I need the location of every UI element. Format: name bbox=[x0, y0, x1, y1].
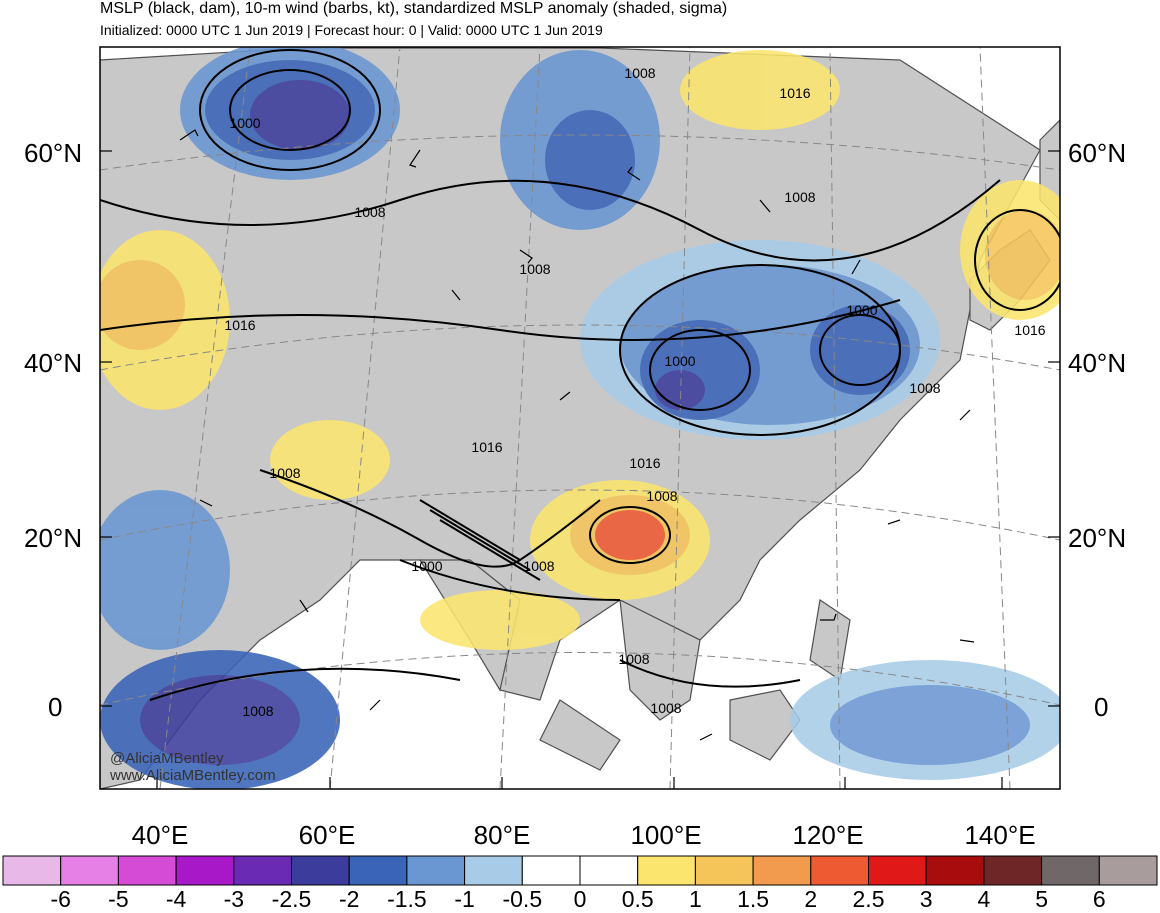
lat-label-left: 40°N bbox=[24, 348, 83, 378]
isobar-label: 1016 bbox=[471, 439, 502, 455]
southeast-asia-land bbox=[619, 598, 701, 721]
isobar-label: 1008 bbox=[909, 380, 940, 396]
isobar-label: 1008 bbox=[618, 651, 649, 667]
colorbar-tick-label: 0.5 bbox=[621, 886, 654, 912]
lat-label-right: 60°N bbox=[1068, 138, 1127, 168]
colorbar-swatch bbox=[406, 855, 466, 886]
credit-handle: @AliciaMBentley bbox=[110, 750, 224, 767]
wind-barbs bbox=[179, 129, 975, 741]
colorbar-tick-label: -1.5 bbox=[387, 886, 427, 912]
isobar-label: 1008 bbox=[784, 189, 815, 205]
isobar-label: 1016 bbox=[779, 85, 810, 101]
isobar-label: 1008 bbox=[269, 465, 300, 481]
lon-label: 80°E bbox=[473, 820, 531, 850]
colorbar-tick-label: -2.5 bbox=[271, 886, 312, 912]
colorbar-swatch bbox=[233, 855, 293, 886]
lat-label-right: 40°N bbox=[1068, 348, 1127, 378]
colorbar-tick-label: 6 bbox=[1092, 886, 1106, 912]
colorbar-tick-label: -1 bbox=[454, 886, 475, 912]
colorbar-tick-label: 4 bbox=[977, 886, 991, 912]
anomaly-neg-arabia bbox=[100, 490, 230, 650]
colorbar-swatch bbox=[117, 855, 177, 886]
lon-label: 40°E bbox=[131, 820, 189, 850]
isobar-label: 1008 bbox=[624, 65, 655, 81]
colorbar-swatch bbox=[752, 855, 812, 886]
isobar-labels: 1008 1016 1000 1008 1008 1016 1008 1000 1000 1008… bbox=[224, 65, 1045, 719]
colorbar-swatch bbox=[60, 855, 119, 886]
colorbar-tick-label: 3 bbox=[919, 886, 933, 912]
colorbar-swatch bbox=[637, 855, 696, 886]
colorbar-swatch bbox=[1098, 855, 1158, 886]
isobars bbox=[100, 49, 1060, 701]
lat-label-left: 0 bbox=[48, 692, 63, 722]
isobar-label: 1000 bbox=[664, 353, 695, 369]
tick-marks bbox=[100, 150, 1060, 789]
colorbar-tick-label: -2 bbox=[338, 886, 360, 912]
isobar-label: 1008 bbox=[650, 700, 681, 716]
colorbar-tick-label: -4 bbox=[165, 886, 187, 912]
colorbar-swatch bbox=[2, 855, 62, 886]
graticule bbox=[100, 47, 1060, 789]
colorbar-tick-label: -6 bbox=[50, 886, 71, 912]
colorbar-tick-label: -5 bbox=[108, 886, 129, 912]
isobar-label: 1008 bbox=[646, 488, 677, 504]
lat-label-right: 0 bbox=[1094, 692, 1109, 722]
lon-label: 60°E bbox=[298, 820, 356, 850]
isobar-label: 1008 bbox=[519, 261, 550, 277]
lat-label-left: 60°N bbox=[24, 138, 83, 168]
lon-label: 120°E bbox=[792, 820, 864, 850]
isobar-label: 1008 bbox=[354, 204, 385, 220]
colorbar-swatch bbox=[291, 855, 350, 886]
map-frame bbox=[99, 46, 1061, 790]
anomaly-shading bbox=[100, 47, 1060, 789]
colorbar-swatch bbox=[810, 855, 869, 886]
colorbar-swatch bbox=[521, 855, 581, 886]
colorbar-tick-label: -3 bbox=[223, 886, 245, 912]
anomaly-pos-india bbox=[420, 590, 580, 650]
lat-label-right: 20°N bbox=[1068, 523, 1127, 553]
isobar-label: 1016 bbox=[629, 455, 660, 471]
colorbar-swatch bbox=[868, 855, 927, 886]
isobar-label: 1016 bbox=[224, 317, 255, 333]
sumatra-land bbox=[539, 699, 621, 771]
colorbar-swatch bbox=[175, 855, 235, 886]
isobar-label: 1000 bbox=[846, 302, 877, 318]
colorbar-swatch bbox=[694, 855, 754, 886]
colorbar bbox=[2, 855, 1158, 886]
isobar-label: 1008 bbox=[242, 703, 273, 719]
isobar-label: 1000 bbox=[229, 115, 260, 131]
colorbar-swatch bbox=[579, 855, 639, 886]
isobar-label: 1016 bbox=[1014, 322, 1045, 338]
map-plot-area bbox=[100, 47, 1060, 789]
chart-subtitle: Initialized: 0000 UTC 1 Jun 2019 | Forec… bbox=[100, 22, 603, 38]
colorbar-swatch bbox=[348, 855, 408, 886]
isobar-label: 1008 bbox=[523, 558, 554, 574]
colorbar-swatch bbox=[1041, 855, 1100, 886]
colorbar-tick-label: 0 bbox=[573, 886, 587, 912]
colorbar-tick-label: 1 bbox=[688, 886, 702, 912]
lat-label-left: 20°N bbox=[24, 523, 83, 553]
credit-url: www.AliciaMBentley.com bbox=[110, 767, 276, 784]
colorbar-tick-label: 1.5 bbox=[737, 886, 770, 912]
lon-label: 140°E bbox=[964, 820, 1036, 850]
colorbar-tick-label: 2 bbox=[804, 886, 818, 912]
colorbar-tick-label: -0.5 bbox=[502, 886, 543, 912]
anomaly-pos-arctic bbox=[680, 50, 840, 130]
isobar-label: 1000 bbox=[411, 558, 442, 574]
lon-label: 100°E bbox=[630, 820, 702, 850]
chart-title: MSLP (black, dam), 10-m wind (barbs, kt)… bbox=[100, 0, 728, 17]
colorbar-tick-label: 5 bbox=[1035, 886, 1048, 912]
borneo-land bbox=[729, 689, 801, 761]
colorbar-swatch bbox=[464, 855, 523, 886]
colorbar-tick-label: 2.5 bbox=[852, 886, 885, 912]
colorbar-swatch bbox=[925, 855, 985, 886]
anomaly-pos-caspian bbox=[270, 420, 390, 500]
colorbar-swatch bbox=[983, 855, 1043, 886]
